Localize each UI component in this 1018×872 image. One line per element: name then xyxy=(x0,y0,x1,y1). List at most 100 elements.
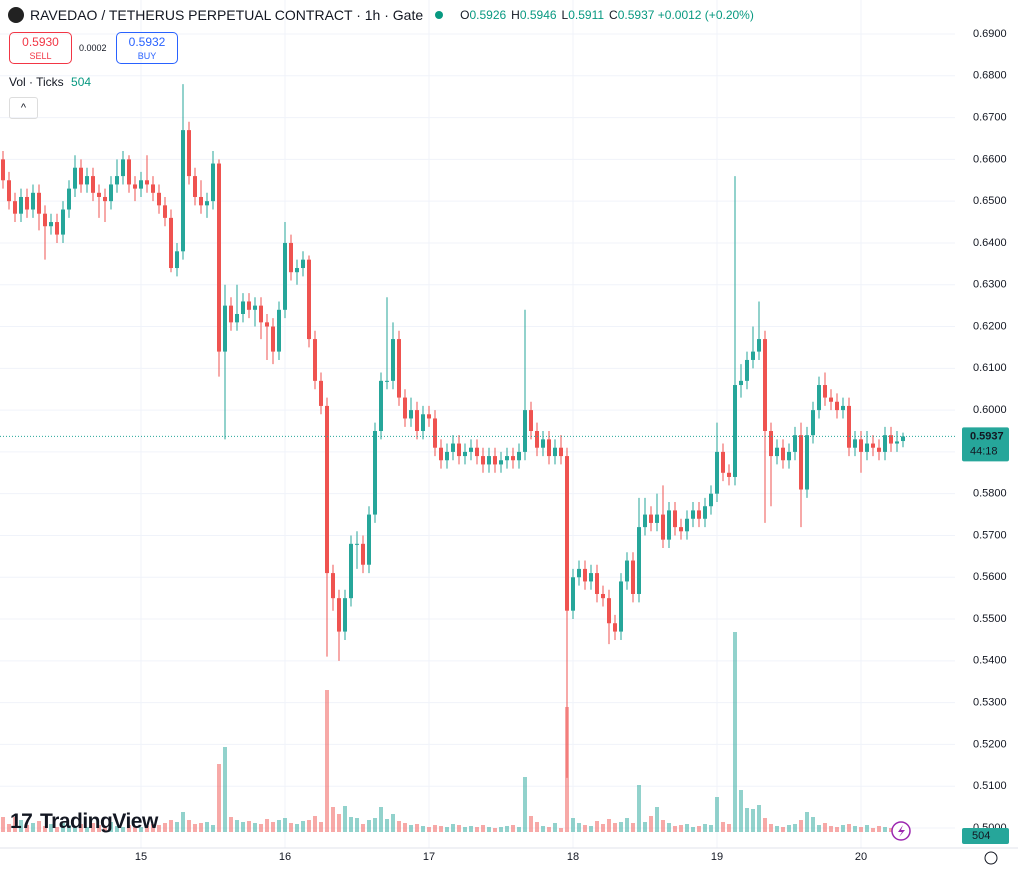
candle-body xyxy=(73,167,77,189)
volume-bar xyxy=(703,824,707,832)
candle-body xyxy=(457,443,461,457)
candle-body xyxy=(19,196,23,214)
volume-bar xyxy=(673,826,677,832)
candle-body xyxy=(67,188,71,210)
volume-bar xyxy=(319,822,323,832)
candle-body xyxy=(865,443,869,452)
volume-bar xyxy=(817,825,821,832)
volume-bar xyxy=(661,820,665,832)
settings-button[interactable] xyxy=(984,851,998,865)
candle-body xyxy=(193,176,197,197)
y-tick-label: 0.6000 xyxy=(973,404,1007,416)
candle-body xyxy=(769,431,773,457)
collapse-button[interactable]: ^ xyxy=(9,97,38,119)
candle-body xyxy=(709,493,713,507)
volume-bar xyxy=(7,824,11,832)
y-tick-label: 0.5100 xyxy=(973,780,1007,792)
candle-body xyxy=(781,447,785,461)
volume-bar xyxy=(385,819,389,832)
candle-body xyxy=(319,380,323,406)
sell-price: 0.5930 xyxy=(22,35,59,49)
candle-body xyxy=(277,309,281,352)
volume-bar xyxy=(271,822,275,832)
volume-bar xyxy=(241,822,245,832)
candle-body xyxy=(697,510,701,519)
volume-bar xyxy=(667,823,671,832)
y-tick-label: 0.5500 xyxy=(973,613,1007,625)
candle-body xyxy=(577,568,581,578)
candle-body xyxy=(217,163,221,352)
volume-bar xyxy=(415,824,419,832)
volume-bar xyxy=(253,823,257,832)
candle-body xyxy=(505,456,509,461)
y-tick-label: 0.6700 xyxy=(973,111,1007,123)
buy-button[interactable]: 0.5932 BUY xyxy=(116,32,178,64)
volume-bar xyxy=(475,827,479,832)
o-key: O xyxy=(460,8,470,22)
candle-body xyxy=(439,447,443,461)
candle-body xyxy=(841,405,845,411)
candle-body xyxy=(595,573,599,594)
candle-body xyxy=(103,196,107,202)
candle-body xyxy=(325,405,329,574)
buy-label: BUY xyxy=(137,51,157,61)
volume-bar xyxy=(145,826,149,832)
volume-bar xyxy=(235,820,239,832)
candle-body xyxy=(613,623,617,632)
volume-bar xyxy=(391,814,395,832)
candle-body xyxy=(205,201,209,206)
volume-bar xyxy=(97,825,101,832)
y-tick-label: 0.6400 xyxy=(973,237,1007,249)
volume-bar xyxy=(115,826,119,832)
volume-bar xyxy=(163,823,167,832)
candle-body xyxy=(685,518,689,532)
candle-body xyxy=(667,510,671,540)
candle-body xyxy=(745,359,749,381)
change: +0.0012 (+0.20%) xyxy=(657,8,754,22)
y-tick-label: 0.6100 xyxy=(973,362,1007,374)
volume-bar xyxy=(553,823,557,832)
price-tag-countdown: 44:18 xyxy=(970,445,998,457)
volume-bar xyxy=(103,826,107,832)
volume-bar xyxy=(79,824,83,832)
sell-button[interactable]: 0.5930 SELL xyxy=(9,32,72,64)
y-tick-label: 0.5700 xyxy=(973,529,1007,541)
volume-bar xyxy=(61,823,65,832)
y-tick-label: 0.5600 xyxy=(973,571,1007,583)
candle-body xyxy=(637,527,641,594)
candle-body xyxy=(415,410,419,431)
volume-bar xyxy=(571,818,575,832)
candle-body xyxy=(151,184,155,193)
candle-body xyxy=(247,301,251,310)
volume-bar xyxy=(427,827,431,832)
volume-bar xyxy=(589,826,593,832)
x-tick-label: 17 xyxy=(423,851,435,863)
volume-bar xyxy=(301,821,305,832)
candle-body xyxy=(553,447,557,457)
volume-bar xyxy=(781,827,785,832)
volume-bar xyxy=(775,826,779,832)
volume-bar xyxy=(355,818,359,832)
candle-body xyxy=(121,159,125,177)
candle-body xyxy=(793,435,797,452)
volume-bar xyxy=(373,818,377,832)
candle-body xyxy=(271,326,275,352)
symbol-icon xyxy=(8,7,24,23)
candle-body xyxy=(55,222,59,235)
candle-body xyxy=(589,573,593,582)
volume-bar xyxy=(331,807,335,832)
candle-body xyxy=(91,176,95,193)
candle-body xyxy=(367,514,371,565)
candle-body xyxy=(889,435,893,444)
volume-bar xyxy=(193,824,197,832)
candle-body xyxy=(409,410,413,419)
candle-body xyxy=(283,242,287,310)
candle-body xyxy=(643,514,647,528)
symbol[interactable]: RAVEDAO / TETHERUS PERPETUAL CONTRACT · … xyxy=(30,7,424,23)
candle-body xyxy=(169,217,173,269)
sell-label: SELL xyxy=(29,51,52,61)
h-value: 0.5946 xyxy=(519,8,557,22)
candle-body xyxy=(235,313,239,323)
volume-bar xyxy=(679,825,683,832)
volume-bar xyxy=(847,824,851,832)
